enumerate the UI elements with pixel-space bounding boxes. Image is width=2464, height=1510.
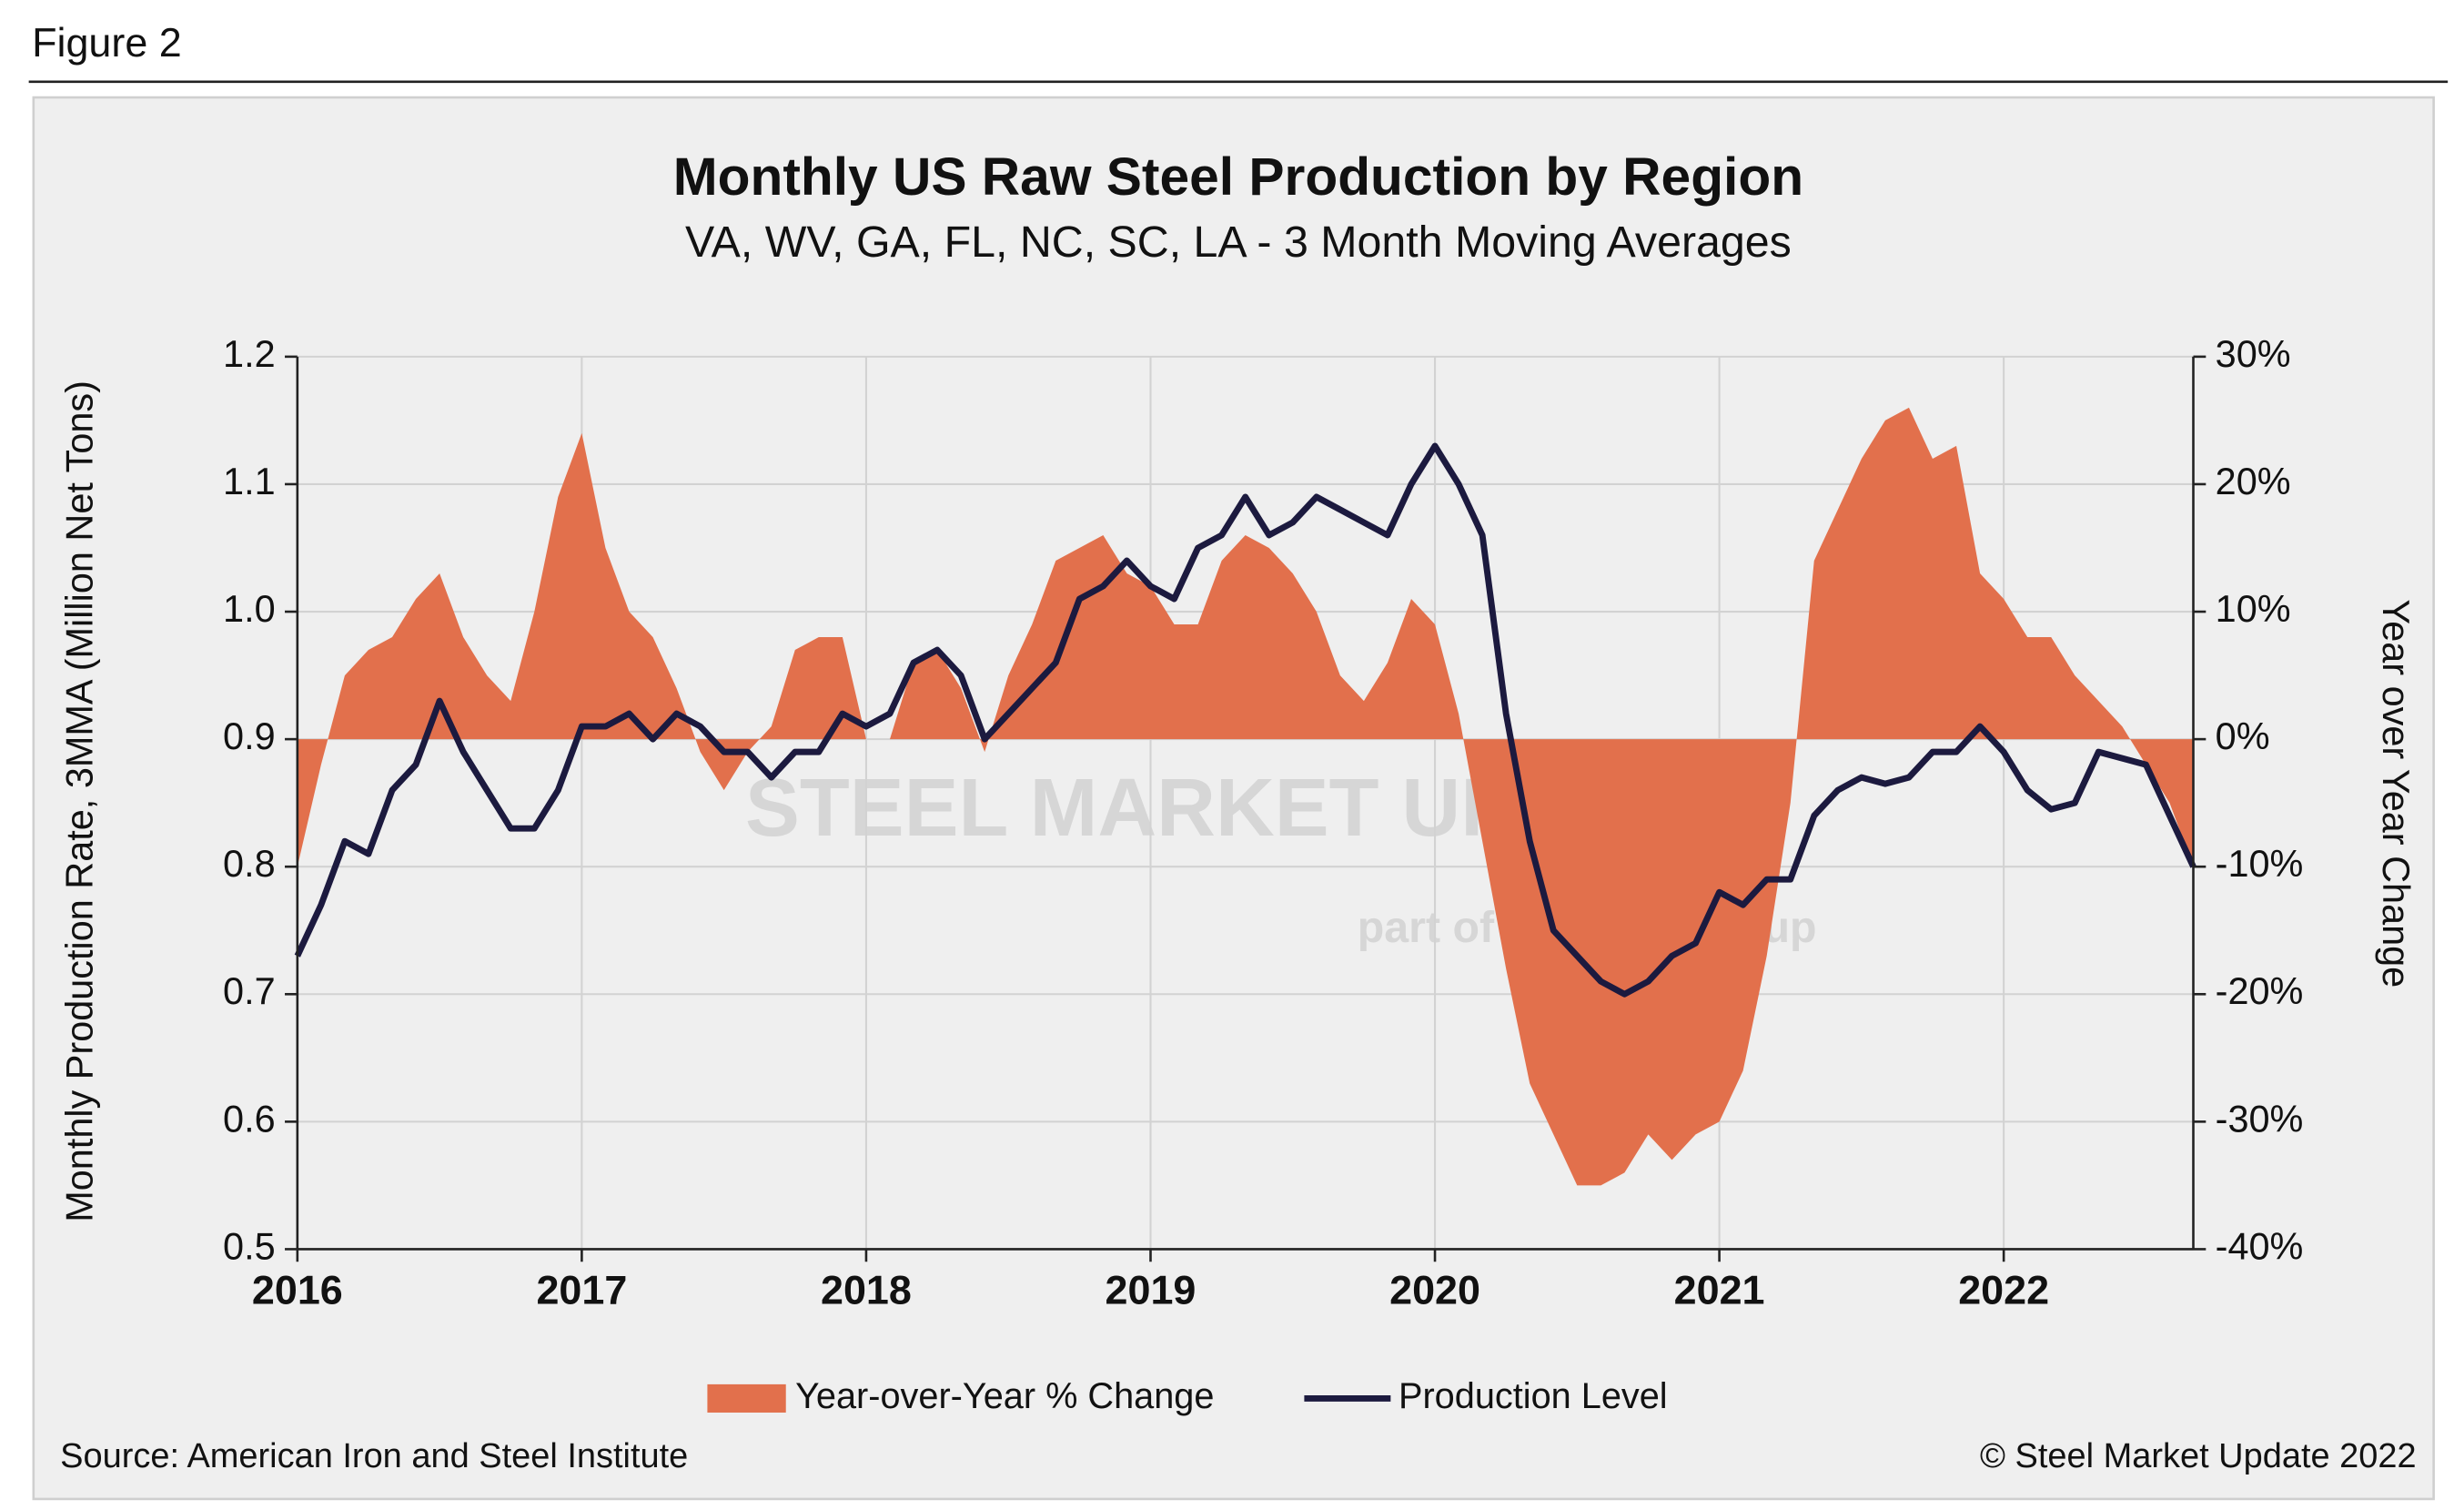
y-tick-label: 0.7 [223, 969, 276, 1012]
source: Source: American Iron and Steel Institut… [60, 1437, 688, 1475]
y-axis-label: Monthly Production Rate, 3MMA (Million N… [57, 380, 100, 1222]
y-tick-label: 0.8 [223, 842, 276, 885]
line [294, 442, 2196, 998]
x-tick-label: 2020 [1389, 1267, 1480, 1313]
y-tick-label: 1.0 [223, 587, 276, 630]
y2-tick-label: -20% [2216, 969, 2304, 1012]
legend-label: Year-over-Year % Change [795, 1376, 1214, 1416]
y2-tick-label: -40% [2216, 1224, 2304, 1267]
x-tick-label: 2017 [536, 1267, 627, 1313]
copyright: © Steel Market Update 2022 [1980, 1437, 2417, 1475]
y-tick-label: 1.2 [223, 332, 276, 375]
x-tick-label: 2016 [252, 1267, 343, 1313]
y2-tick-label: 0% [2216, 714, 2270, 757]
chart-subtitle: VA, WV, GA, FL, NC, SC, LA - 3 Month Mov… [685, 218, 1792, 267]
x-tick-label: 2018 [821, 1267, 912, 1313]
legend-swatch [707, 1383, 786, 1413]
y2-tick-label: 10% [2216, 587, 2291, 630]
y2-tick-label: 20% [2216, 460, 2291, 502]
legend-label: Production Level [1399, 1376, 1668, 1416]
y-tick-label: 0.5 [223, 1224, 276, 1267]
area [297, 407, 2194, 1186]
y-tick-label: 1.1 [223, 460, 276, 502]
y-tick-label: 0.6 [223, 1097, 276, 1140]
chart-title: Monthly US Raw Steel Production by Regio… [673, 147, 1803, 207]
y2-tick-label: -10% [2216, 842, 2304, 885]
y2-tick-label: -30% [2216, 1097, 2304, 1140]
x-tick-label: 2021 [1674, 1267, 1765, 1313]
y-tick-label: 0.9 [223, 714, 276, 757]
x-tick-label: 2022 [1958, 1267, 2049, 1313]
x-tick-label: 2019 [1106, 1267, 1197, 1313]
y2-axis-label: Year over Year Change [2375, 599, 2418, 988]
figure-label: Figure 2 [32, 19, 182, 66]
y2-tick-label: 30% [2216, 332, 2291, 375]
